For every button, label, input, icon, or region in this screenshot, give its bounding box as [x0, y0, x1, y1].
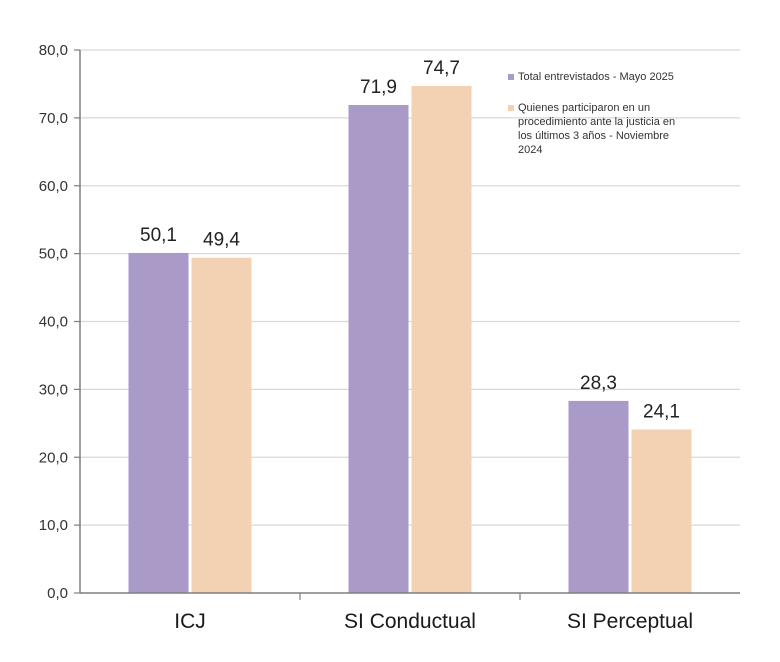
- data-label: 74,7: [423, 58, 460, 79]
- data-label: 28,3: [580, 373, 617, 394]
- bar-series-2: [191, 257, 252, 593]
- legend-label-2: Quienes participaron en un procedimiento …: [518, 102, 675, 156]
- legend-swatch-1: [508, 74, 514, 80]
- y-tick-label: 70,0: [39, 110, 68, 127]
- bars: [128, 85, 692, 594]
- y-tick-label: 10,0: [39, 517, 68, 534]
- data-label: 50,1: [140, 225, 177, 246]
- legend-swatch-2: [508, 105, 514, 111]
- bar-series-1: [568, 400, 629, 593]
- category-label: SI Perceptual: [567, 610, 693, 633]
- bar-series-2: [631, 429, 692, 593]
- y-tick-label: 0,0: [47, 585, 68, 602]
- category-label: ICJ: [174, 610, 206, 633]
- y-tick-label: 30,0: [39, 381, 68, 398]
- y-tick-label: 80,0: [39, 42, 68, 59]
- bar-series-2: [411, 85, 472, 593]
- data-label: 24,1: [643, 401, 680, 422]
- axes: 0,0 10,0 20,0 30,0 40,0 50,0 60,0 70,0 80,0 ICJ SI…: [39, 42, 740, 633]
- y-tick-label: 50,0: [39, 246, 68, 263]
- data-label: 49,4: [203, 230, 240, 251]
- data-label: 71,9: [360, 77, 397, 98]
- legend-label-1: Total entrevistados - Mayo 2025: [518, 71, 674, 83]
- data-labels: 50,1 49,4 71,9 74,7 28,3 24,1: [140, 58, 680, 422]
- y-tick-label: 40,0: [39, 314, 68, 331]
- y-tick-label: 60,0: [39, 178, 68, 195]
- legend: Total entrevistados - Mayo 2025 Quienes p…: [508, 71, 675, 156]
- bar-series-1: [348, 104, 409, 593]
- y-tick-label: 20,0: [39, 449, 68, 466]
- gridlines: [80, 49, 740, 526]
- bar-series-1: [128, 252, 189, 594]
- category-label: SI Conductual: [344, 610, 476, 633]
